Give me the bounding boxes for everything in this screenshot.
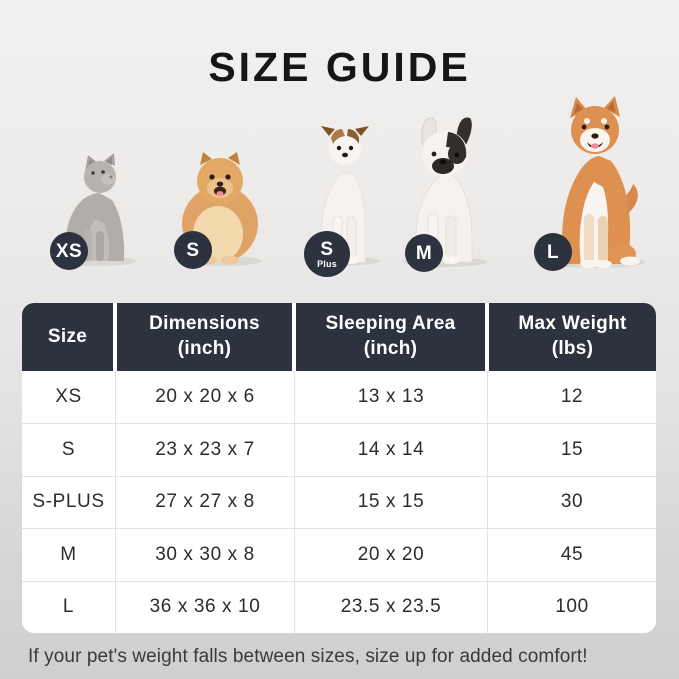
- table-cell-sleeping-area: 23.5 x 23.5: [294, 580, 487, 633]
- table-cell-dimensions: 27 x 27 x 8: [115, 475, 294, 529]
- size-table-card: Size Dimensions (inch) Sleeping Area (in…: [22, 303, 656, 633]
- size-badge-s-plus-label: S: [320, 238, 334, 260]
- cat-image: [54, 153, 136, 266]
- table-cell-dimensions: 23 x 23 x 7: [115, 423, 294, 476]
- column-header-sleeping-area: Sleeping Area (inch): [296, 303, 485, 371]
- table-cell-max-weight: 100: [487, 580, 656, 633]
- shiba-inu-image: [545, 96, 645, 268]
- size-badge-l: L: [534, 233, 572, 271]
- table-cell-size: L: [22, 580, 115, 633]
- size-table-header: Size Dimensions (inch) Sleeping Area (in…: [22, 303, 656, 371]
- size-badge-s-plus-sublabel: Plus: [317, 258, 337, 269]
- size-badge-xs-label: XS: [55, 240, 83, 262]
- sizing-advice-note: If your pet's weight falls between sizes…: [28, 646, 588, 667]
- size-badge-s: S: [174, 231, 212, 269]
- column-header-size: Size: [22, 303, 113, 371]
- table-cell-size: XS: [55, 386, 82, 408]
- terrier-image: [311, 126, 379, 266]
- size-badge-s-label: S: [186, 239, 200, 261]
- table-cell-max-weight: 15: [487, 423, 656, 476]
- page-title: SIZE GUIDE: [208, 44, 471, 90]
- size-badge-s-plus: S Plus: [304, 231, 350, 277]
- size-badge-m-label: M: [415, 242, 433, 264]
- column-header-max-weight: Max Weight (lbs): [489, 303, 656, 371]
- size-badge-l-label: L: [546, 241, 560, 263]
- table-cell-sleeping-area: 20 x 20: [294, 528, 487, 581]
- column-header-dimensions: Dimensions (inch): [117, 303, 292, 371]
- table-cell-dimensions: 20 x 20 x 6: [115, 371, 294, 424]
- table-cell-dimensions: 30 x 30 x 8: [115, 528, 294, 581]
- table-cell-size: M: [22, 528, 115, 580]
- table-cell-sleeping-area: 15 x 15: [294, 475, 487, 529]
- table-cell-sleeping-area: 13 x 13: [294, 371, 487, 424]
- table-cell-max-weight: 12: [487, 371, 656, 424]
- table-cell-size: S-PLUS: [22, 475, 115, 528]
- size-badge-xs: XS: [50, 232, 88, 270]
- french-bulldog-image: [403, 117, 487, 267]
- table-cell-max-weight: 45: [487, 528, 656, 581]
- size-badge-m: M: [405, 234, 443, 272]
- size-table-body: XS 20 x 20 x 6 13 x 13 12 S 23 x 23 x 7 …: [22, 371, 656, 633]
- table-cell-size: S: [22, 423, 115, 475]
- table-cell-sleeping-area: 14 x 14: [294, 423, 487, 476]
- table-cell-dimensions: 36 x 36 x 10: [115, 580, 294, 633]
- table-cell-max-weight: 30: [487, 475, 656, 529]
